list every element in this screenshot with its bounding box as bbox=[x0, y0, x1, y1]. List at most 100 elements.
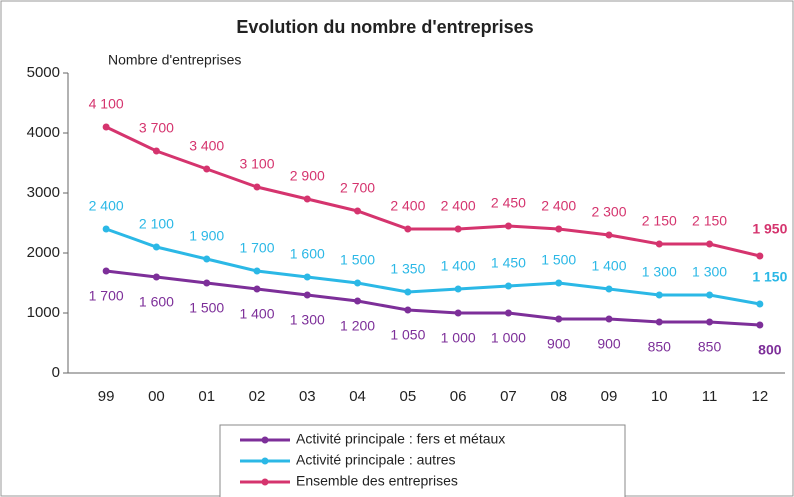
y-tick-label: 0 bbox=[52, 364, 60, 381]
point bbox=[655, 318, 663, 326]
point bbox=[706, 291, 714, 299]
data-label: 1 900 bbox=[189, 228, 224, 244]
data-label: 2 400 bbox=[89, 198, 124, 214]
point bbox=[102, 123, 110, 131]
data-label: 1 000 bbox=[441, 330, 476, 346]
data-label: 900 bbox=[597, 336, 621, 352]
data-label: 1 600 bbox=[139, 294, 174, 310]
y-tick-label: 3000 bbox=[27, 184, 60, 201]
legend-label: Activité principale : fers et métaux bbox=[296, 431, 505, 447]
point bbox=[404, 306, 412, 314]
point bbox=[354, 297, 362, 305]
point bbox=[555, 279, 563, 287]
point bbox=[253, 183, 261, 191]
data-label: 1 500 bbox=[189, 300, 224, 316]
point bbox=[253, 267, 261, 275]
data-label: 1 150 bbox=[752, 269, 787, 285]
data-label: 1 700 bbox=[239, 240, 274, 256]
data-label: 1 050 bbox=[390, 327, 425, 343]
data-label: 1 300 bbox=[290, 312, 325, 328]
data-label: 2 100 bbox=[139, 216, 174, 232]
data-label: 2 300 bbox=[591, 204, 626, 220]
point bbox=[303, 273, 311, 281]
x-tick-label: 02 bbox=[249, 388, 266, 405]
data-label: 1 700 bbox=[89, 288, 124, 304]
point bbox=[504, 282, 512, 290]
point bbox=[303, 195, 311, 203]
data-label: 1 600 bbox=[290, 246, 325, 262]
data-label: 1 500 bbox=[541, 252, 576, 268]
series-line bbox=[105, 125, 761, 258]
x-tick-label: 04 bbox=[349, 388, 366, 405]
data-label: 1 950 bbox=[752, 221, 787, 237]
data-label: 2 450 bbox=[491, 195, 526, 211]
point bbox=[605, 315, 613, 323]
y-tick-label: 1000 bbox=[27, 304, 60, 321]
point bbox=[152, 273, 160, 281]
point bbox=[756, 300, 764, 308]
point bbox=[655, 240, 663, 248]
point bbox=[454, 285, 462, 293]
point bbox=[354, 279, 362, 287]
legend-marker bbox=[261, 457, 269, 465]
point bbox=[152, 147, 160, 155]
point bbox=[454, 225, 462, 233]
point bbox=[203, 255, 211, 263]
x-tick-label: 03 bbox=[299, 388, 316, 405]
data-label: 1 350 bbox=[390, 261, 425, 277]
x-tick-label: 09 bbox=[601, 388, 618, 405]
x-tick-label: 06 bbox=[450, 388, 467, 405]
point bbox=[253, 285, 261, 293]
point bbox=[555, 315, 563, 323]
data-label: 900 bbox=[547, 336, 571, 352]
point bbox=[605, 231, 613, 239]
x-tick-label: 08 bbox=[550, 388, 567, 405]
data-label: 1 400 bbox=[239, 306, 274, 322]
data-label: 1 500 bbox=[340, 252, 375, 268]
data-label: 850 bbox=[648, 339, 672, 355]
data-label: 1 400 bbox=[441, 258, 476, 274]
point bbox=[354, 207, 362, 215]
data-label: 1 400 bbox=[591, 258, 626, 274]
data-label: 1 000 bbox=[491, 330, 526, 346]
x-tick-label: 11 bbox=[702, 388, 718, 405]
x-tick-label: 10 bbox=[651, 388, 668, 405]
point bbox=[756, 252, 764, 260]
x-tick-label: 00 bbox=[148, 388, 165, 405]
point bbox=[404, 288, 412, 296]
point bbox=[655, 291, 663, 299]
data-label: 4 100 bbox=[89, 96, 124, 112]
y-tick-label: 5000 bbox=[27, 64, 60, 81]
data-label: 1 300 bbox=[692, 264, 727, 280]
point bbox=[102, 225, 110, 233]
point bbox=[404, 225, 412, 233]
point bbox=[504, 309, 512, 317]
point bbox=[706, 240, 714, 248]
y-tick-label: 4000 bbox=[27, 124, 60, 141]
data-label: 850 bbox=[698, 339, 722, 355]
data-label: 2 900 bbox=[290, 168, 325, 184]
point bbox=[152, 243, 160, 251]
point bbox=[303, 291, 311, 299]
data-label: 2 700 bbox=[340, 180, 375, 196]
point bbox=[504, 222, 512, 230]
x-tick-label: 05 bbox=[400, 388, 417, 405]
data-label: 3 400 bbox=[189, 138, 224, 154]
point bbox=[605, 285, 613, 293]
data-label: 3 700 bbox=[139, 120, 174, 136]
x-tick-label: 12 bbox=[752, 388, 769, 405]
data-label: 2 400 bbox=[441, 198, 476, 214]
series-line bbox=[105, 269, 760, 327]
x-tick-label: 07 bbox=[500, 388, 517, 405]
y-axis-label: Nombre d'entreprises bbox=[108, 52, 241, 68]
legend-marker bbox=[261, 436, 269, 444]
point bbox=[102, 267, 110, 275]
point bbox=[454, 309, 462, 317]
data-label: 1 200 bbox=[340, 318, 375, 334]
point bbox=[706, 318, 714, 326]
data-label: 2 400 bbox=[390, 198, 425, 214]
legend-label: Activité principale : autres bbox=[296, 452, 456, 468]
